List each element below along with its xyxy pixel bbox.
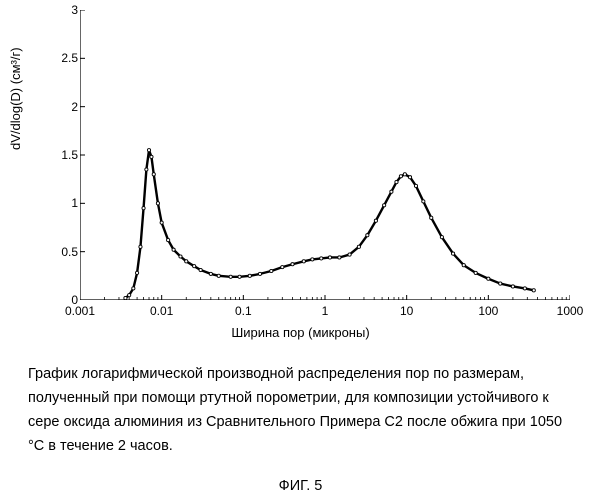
y-tick-label: 0.5 [50,245,78,259]
y-axis-ticks: 00.511.522.53 [50,10,78,300]
x-tick-label: 1 [322,304,329,318]
x-tick-label: 0.001 [65,304,95,318]
y-tick-label: 1.5 [50,148,78,162]
page: dV/dlog(D) (см³/г) 00.511.522.53 0.0010.… [0,0,601,500]
y-tick-label: 2 [50,100,78,114]
chart-area: dV/dlog(D) (см³/г) 00.511.522.53 0.0010.… [20,10,581,340]
y-tick-label: 3 [50,3,78,17]
y-tick-label: 1 [50,196,78,210]
x-tick-label: 1000 [557,304,584,318]
x-axis-ticks: 0.0010.010.11101001000 [80,304,570,320]
figure-label: ФИГ. 5 [0,478,601,494]
y-axis-label: dV/dlog(D) (см³/г) [8,47,23,150]
caption-text: График логарифмической производной распр… [28,362,578,458]
x-axis-label: Ширина пор (микроны) [20,325,581,340]
chart-svg [80,10,570,300]
y-tick-label: 2.5 [50,51,78,65]
x-tick-label: 100 [478,304,498,318]
x-tick-label: 0.01 [150,304,173,318]
x-tick-label: 10 [400,304,413,318]
plot-area [80,10,570,300]
x-tick-label: 0.1 [235,304,252,318]
